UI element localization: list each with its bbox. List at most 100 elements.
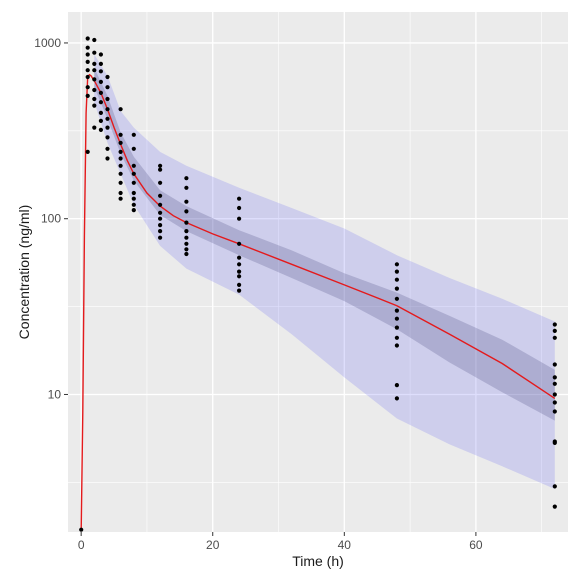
- observed-point: [158, 180, 163, 185]
- observed-point: [158, 216, 163, 221]
- observed-point: [552, 381, 557, 386]
- observed-point: [85, 45, 90, 50]
- observed-point: [92, 68, 97, 73]
- observed-point: [184, 241, 189, 246]
- observed-point: [92, 61, 97, 66]
- observed-point: [158, 193, 163, 198]
- observed-point: [118, 156, 123, 161]
- observed-point: [237, 269, 242, 274]
- observed-point: [158, 223, 163, 228]
- observed-point: [184, 185, 189, 190]
- observed-point: [184, 235, 189, 240]
- observed-point: [184, 251, 189, 257]
- observed-point: [552, 484, 557, 489]
- observed-point: [92, 103, 97, 108]
- observed-point: [131, 190, 136, 196]
- observed-point: [131, 196, 136, 201]
- observed-point: [118, 171, 123, 176]
- observed-point: [394, 277, 399, 282]
- observed-point: [394, 308, 399, 313]
- observed-point: [92, 87, 97, 93]
- observed-point: [184, 220, 189, 225]
- x-tick-label: 60: [469, 538, 483, 552]
- observed-point: [105, 156, 110, 161]
- observed-point: [237, 196, 242, 201]
- observed-point: [92, 50, 97, 55]
- observed-point: [394, 286, 399, 291]
- observed-point: [158, 235, 163, 240]
- observed-point: [237, 262, 242, 267]
- observed-point: [394, 316, 399, 321]
- observed-point: [184, 199, 189, 204]
- observed-point: [85, 149, 90, 154]
- observed-point: [394, 396, 399, 401]
- observed-point: [98, 127, 103, 132]
- observed-point: [394, 335, 399, 340]
- observed-point: [552, 392, 557, 397]
- observed-point: [85, 85, 90, 90]
- observed-point: [85, 68, 90, 73]
- observed-point: [131, 163, 136, 168]
- observed-point: [394, 262, 399, 267]
- observed-point: [118, 196, 123, 201]
- observed-point: [394, 269, 399, 274]
- observed-point: [105, 85, 110, 90]
- observed-point: [237, 216, 242, 221]
- plot-panel: [68, 12, 568, 532]
- observed-point: [105, 135, 110, 140]
- observed-point: [118, 180, 123, 185]
- observed-point: [98, 118, 103, 123]
- observed-point: [184, 229, 189, 234]
- observed-point: [394, 296, 399, 301]
- observed-point: [85, 52, 90, 57]
- observed-point: [237, 205, 242, 211]
- observed-point: [118, 107, 123, 112]
- observed-point: [552, 400, 557, 405]
- observed-point: [552, 409, 557, 414]
- observed-point: [237, 241, 242, 246]
- observed-point: [158, 167, 163, 172]
- observed-point: [118, 190, 123, 196]
- observed-point: [552, 362, 557, 367]
- observed-point: [131, 208, 136, 213]
- observed-point: [98, 110, 103, 115]
- observed-point: [85, 59, 90, 64]
- observed-point: [92, 37, 97, 43]
- x-tick-label: 0: [78, 538, 85, 552]
- observed-point: [394, 383, 399, 388]
- observed-point: [131, 180, 136, 185]
- observed-point: [118, 140, 123, 145]
- observed-point: [105, 116, 110, 121]
- observed-point: [394, 343, 399, 348]
- observed-point: [158, 210, 163, 215]
- outer-prediction-band: [94, 54, 555, 489]
- observed-point: [105, 74, 110, 80]
- y-tick-label: 1000: [34, 36, 61, 50]
- observed-point: [131, 132, 136, 137]
- observed-point: [92, 125, 97, 130]
- observed-point: [184, 176, 189, 181]
- observed-point: [85, 36, 90, 41]
- prediction-bands: [94, 54, 555, 489]
- observed-point: [552, 504, 557, 509]
- y-tick-label: 100: [41, 212, 61, 226]
- observed-point: [85, 74, 90, 80]
- observed-point: [118, 163, 123, 168]
- observed-point: [394, 325, 399, 330]
- observed-point: [552, 375, 557, 380]
- observed-point: [552, 440, 557, 445]
- grid-lines: [68, 12, 568, 532]
- observed-point: [118, 132, 123, 137]
- observed-point: [552, 335, 557, 340]
- observed-point: [184, 209, 189, 214]
- observed-point: [98, 61, 103, 66]
- observed-point: [552, 328, 557, 333]
- observed-point: [131, 171, 136, 176]
- observed-point: [552, 322, 557, 327]
- observed-point: [98, 52, 103, 57]
- observed-point: [98, 79, 103, 84]
- observed-point: [105, 96, 110, 102]
- y-tick-label: 10: [48, 387, 62, 401]
- observed-point: [98, 90, 103, 95]
